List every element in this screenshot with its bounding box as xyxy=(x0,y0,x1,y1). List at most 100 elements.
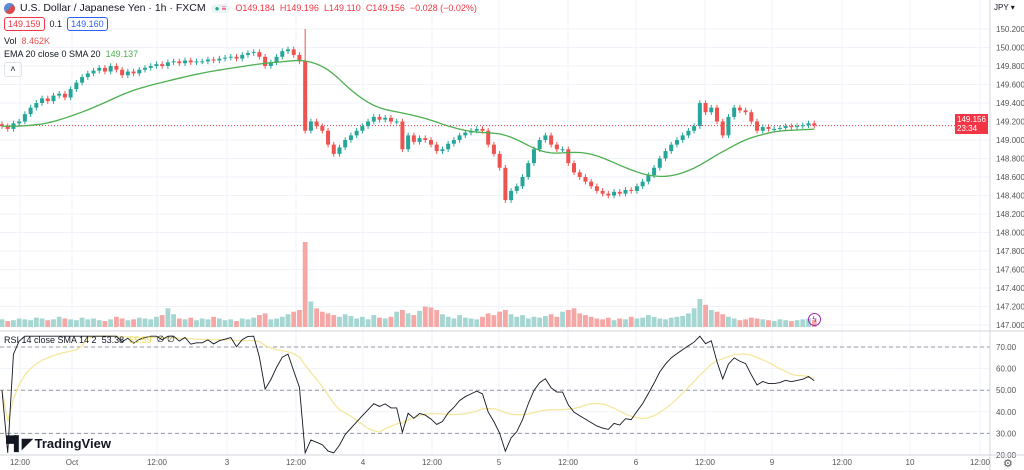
candle-body xyxy=(594,186,599,191)
candle-body xyxy=(171,61,176,63)
volume-bar xyxy=(365,319,371,327)
candle-body xyxy=(417,138,422,142)
candle-body xyxy=(200,61,205,63)
volume-bar xyxy=(577,313,583,327)
sell-button[interactable]: 149.159 xyxy=(4,17,45,31)
candle-body xyxy=(623,189,628,194)
candle-body xyxy=(440,149,445,152)
volume-bar xyxy=(594,318,600,327)
volume-bar xyxy=(119,318,125,327)
candle-body xyxy=(165,62,170,66)
candle-body xyxy=(17,121,22,124)
candle-body xyxy=(194,61,199,63)
candle-body xyxy=(314,121,319,127)
lightning-icon[interactable]: ϟ xyxy=(808,313,821,326)
candle-body xyxy=(80,77,85,83)
volume-bar xyxy=(497,311,503,327)
candle-body xyxy=(629,189,634,191)
candle-body xyxy=(715,107,719,122)
candle-body xyxy=(320,126,325,131)
candle-body xyxy=(680,135,685,140)
candle-body xyxy=(114,66,119,70)
candle-body xyxy=(669,144,674,152)
symbol-title[interactable]: U.S. Dollar / Japanese Yen · 1h · FXCM xyxy=(20,2,206,14)
price-tick: 148.600 xyxy=(996,173,1024,182)
volume-bar xyxy=(154,316,159,327)
candle-body xyxy=(22,114,27,122)
volume-bar xyxy=(302,242,308,327)
rsi-tick: 30.00 xyxy=(996,429,1017,438)
rsi-value: 53.38 xyxy=(101,334,125,345)
market-status-icon[interactable]: ● ≡ xyxy=(210,3,231,13)
candle-body xyxy=(800,125,805,127)
candle-body xyxy=(795,126,800,128)
candle-body xyxy=(612,191,617,196)
buy-button[interactable]: 149.160 xyxy=(67,17,108,31)
volume-bar xyxy=(743,319,748,327)
candle-body xyxy=(663,151,668,159)
volume-bar xyxy=(651,316,657,327)
time-tick: 12:00 xyxy=(695,458,716,467)
volume-bar xyxy=(234,321,239,327)
trade-buttons: 149.159 0.1 149.160 xyxy=(4,17,108,31)
symbol-legend: U.S. Dollar / Japanese Yen · 1h · FXCM ●… xyxy=(4,2,477,14)
chevron-up-icon[interactable]: ˄ xyxy=(4,62,22,77)
candle-body xyxy=(223,57,228,59)
volume-bar xyxy=(337,316,342,327)
volume-bar xyxy=(680,315,686,327)
volume-bar xyxy=(142,318,148,327)
volume-bar xyxy=(394,311,400,327)
volume-bar xyxy=(731,318,737,327)
volume-bar xyxy=(714,311,720,327)
candle-body xyxy=(297,54,302,62)
ema-label: EMA 20 close 0 SMA 20 xyxy=(4,49,101,59)
candle-body xyxy=(777,127,782,129)
volume-bar xyxy=(800,319,806,327)
candle-body xyxy=(606,193,611,196)
volume-bar xyxy=(703,304,708,327)
candle-body xyxy=(371,116,376,122)
volume-bar xyxy=(457,315,462,327)
candle-body xyxy=(97,67,102,71)
candle-body xyxy=(28,107,33,115)
candle-body xyxy=(125,71,130,76)
symbol-icon xyxy=(4,2,15,14)
candle-body xyxy=(732,107,737,117)
candle-body xyxy=(245,53,250,55)
price-tick: 147.200 xyxy=(996,303,1024,312)
candle-body xyxy=(240,54,245,59)
candle-body xyxy=(749,112,754,122)
candle-body xyxy=(697,103,702,127)
rsi-legend[interactable]: RSI 14 close SMA 14 2 53.38 55.59 ∅ ∅ xyxy=(4,334,175,345)
volume-bar xyxy=(377,317,382,327)
candle-body xyxy=(268,62,273,66)
currency-select[interactable]: JPY ▾ xyxy=(994,3,1015,12)
volume-bar xyxy=(491,315,497,327)
candle-body xyxy=(463,132,468,136)
candle-body xyxy=(388,117,393,122)
volume-bar xyxy=(737,320,743,327)
volume-bar xyxy=(342,314,348,327)
rsi-tick: 40.00 xyxy=(996,408,1017,417)
ema-legend[interactable]: EMA 20 close 0 SMA 20 149.137 xyxy=(4,49,138,59)
tradingview-logo[interactable]: ▀▌◤ TradingView xyxy=(6,435,111,452)
candle-body xyxy=(326,130,331,145)
volume-bar xyxy=(279,316,285,327)
volume-bar xyxy=(434,310,440,327)
volume-bar xyxy=(176,318,182,327)
time-tick: 9 xyxy=(770,458,775,467)
ohlc-low: L149.110 xyxy=(323,3,361,13)
volume-bar xyxy=(245,319,251,327)
volume-legend[interactable]: Vol 8.462K xyxy=(4,36,50,46)
candle-body xyxy=(120,69,125,76)
volume-bar xyxy=(148,319,154,327)
volume-bar xyxy=(583,315,588,327)
gear-icon[interactable]: ⚙ xyxy=(1003,458,1013,470)
price-tick: 147.600 xyxy=(996,266,1024,275)
volume-bar xyxy=(102,321,108,327)
rsi-extra: ∅ ∅ xyxy=(156,334,175,344)
volume-bar xyxy=(502,310,508,327)
volume-bar xyxy=(51,319,56,327)
candle-body xyxy=(143,67,147,70)
